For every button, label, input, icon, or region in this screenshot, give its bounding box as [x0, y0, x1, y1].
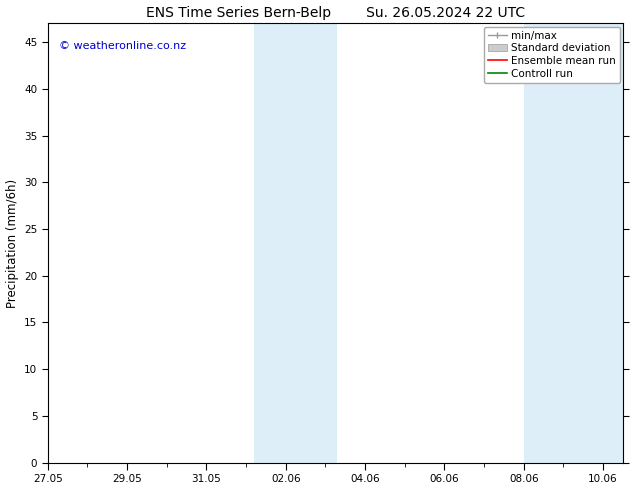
Y-axis label: Precipitation (mm/6h): Precipitation (mm/6h) [6, 178, 18, 308]
Title: ENS Time Series Bern-Belp        Su. 26.05.2024 22 UTC: ENS Time Series Bern-Belp Su. 26.05.2024… [146, 5, 525, 20]
Bar [524, 24, 623, 463]
Text: © weatheronline.co.nz: © weatheronline.co.nz [60, 41, 186, 51]
Legend: min/max, Standard deviation, Ensemble mean run, Controll run: min/max, Standard deviation, Ensemble me… [484, 26, 620, 83]
Bar [254, 24, 337, 463]
